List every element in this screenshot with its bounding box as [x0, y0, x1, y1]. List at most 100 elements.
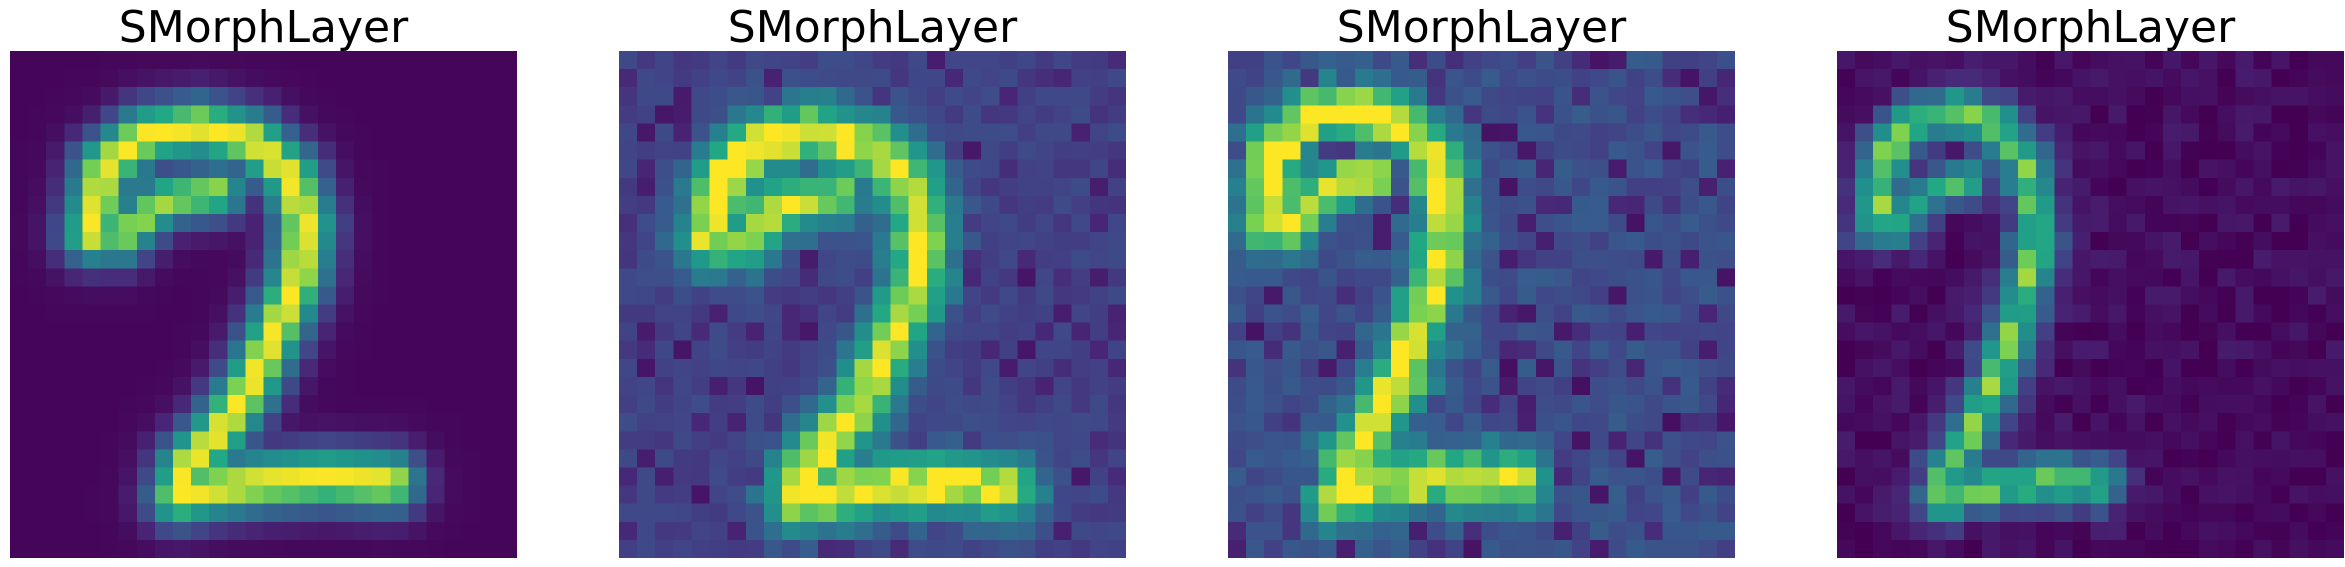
heatmap-cell	[1981, 286, 2001, 305]
heatmap-cell	[1517, 159, 1537, 179]
heatmap-cell	[1698, 69, 1718, 88]
heatmap-cell	[1999, 123, 2019, 142]
heatmap-cell	[480, 485, 500, 505]
heatmap-cell	[191, 376, 210, 396]
heatmap-cell	[781, 449, 801, 468]
heatmap-cell	[1873, 521, 1892, 541]
heatmap-cell	[2108, 105, 2128, 124]
heatmap-cell	[637, 195, 656, 215]
heatmap-cell	[1909, 358, 1928, 378]
heatmap-cell	[191, 123, 210, 142]
heatmap-cell	[1282, 413, 1301, 432]
heatmap-cell	[1535, 286, 1555, 305]
heatmap-cell	[709, 51, 729, 70]
heatmap-cell	[1035, 395, 1054, 414]
heatmap-cell	[2253, 304, 2272, 323]
heatmap-cell	[2271, 232, 2291, 251]
heatmap-cell	[2162, 485, 2182, 505]
heatmap-cell	[1107, 322, 1126, 342]
heatmap-cell	[890, 503, 910, 523]
heatmap-cell	[1891, 141, 1910, 161]
heatmap-cell	[1481, 340, 1500, 360]
heatmap-cell	[172, 539, 192, 558]
heatmap-cell	[619, 213, 638, 233]
heatmap-cell	[281, 340, 301, 360]
heatmap-cell	[637, 213, 656, 233]
heatmap-cell	[1282, 195, 1301, 215]
heatmap-cell	[1228, 376, 1247, 396]
heatmap-cell	[1300, 322, 1319, 342]
heatmap-cell	[480, 87, 500, 106]
heatmap-cell	[191, 250, 210, 269]
heatmap-cell	[2072, 195, 2091, 215]
heatmap-cell	[854, 395, 873, 414]
heatmap-cell	[444, 87, 464, 106]
heatmap-cell	[1107, 250, 1126, 269]
heatmap-cell	[2289, 521, 2309, 541]
heatmap-cell	[1644, 413, 1663, 432]
heatmap-cell	[727, 431, 747, 450]
heatmap-cell	[763, 413, 783, 432]
heatmap-cell	[444, 213, 464, 233]
heatmap-cell	[28, 376, 47, 396]
heatmap-cell	[1553, 141, 1573, 161]
heatmap-cell	[2036, 123, 2055, 142]
heatmap-cell	[118, 87, 138, 106]
heatmap-cell	[10, 395, 29, 414]
heatmap-cell	[172, 69, 192, 88]
heatmap-cell	[263, 268, 282, 287]
heatmap-cell	[2325, 322, 2344, 342]
heatmap-cell	[2217, 449, 2236, 468]
heatmap-cell	[999, 177, 1018, 197]
heatmap-cell	[691, 69, 710, 88]
heatmap-cell	[1855, 123, 1874, 142]
heatmap-cell	[1035, 177, 1054, 197]
heatmap-cell	[2108, 322, 2128, 342]
heatmap-cell	[1999, 376, 2019, 396]
heatmap-cell	[317, 467, 337, 486]
heatmap-cell	[1662, 87, 1682, 106]
heatmap-cell	[2235, 232, 2254, 251]
heatmap-cell	[2235, 195, 2254, 215]
heatmap-cell	[781, 69, 801, 88]
heatmap-cell	[963, 376, 982, 396]
heatmap-cell	[1698, 358, 1718, 378]
heatmap-cell	[2181, 413, 2200, 432]
heatmap-cell	[763, 521, 783, 541]
heatmap-cell	[227, 322, 246, 342]
heatmap-cell	[390, 503, 409, 523]
heatmap-cell	[408, 213, 427, 233]
heatmap-cell	[1927, 268, 1947, 287]
heatmap-cell	[1981, 105, 2001, 124]
heatmap-cell	[10, 51, 29, 70]
heatmap-cell	[1553, 69, 1573, 88]
heatmap-cell	[1246, 123, 1265, 142]
heatmap-cell	[1662, 413, 1682, 432]
heatmap-cell	[354, 395, 373, 414]
heatmap-cell	[1318, 376, 1338, 396]
heatmap-cell	[317, 521, 337, 541]
heatmap-cell	[1626, 232, 1645, 251]
heatmap-cell	[64, 195, 83, 215]
heatmap-cell	[299, 395, 319, 414]
heatmap-cell	[944, 340, 964, 360]
heatmap-cell	[727, 141, 747, 161]
heatmap-cell	[1463, 177, 1482, 197]
heatmap-cell	[1445, 449, 1464, 468]
heatmap-cell	[1680, 449, 1700, 468]
heatmap-cell	[1372, 286, 1392, 305]
heatmap-cell	[1716, 159, 1735, 179]
heatmap-cell	[1071, 395, 1091, 414]
heatmap-cell	[227, 213, 246, 233]
heatmap-cell	[2090, 213, 2109, 233]
heatmap-cell	[1228, 159, 1247, 179]
heatmap-cell	[354, 232, 373, 251]
heatmap-cell	[2325, 467, 2344, 486]
heatmap-cell	[1390, 340, 1410, 360]
heatmap-cell	[372, 268, 391, 287]
heatmap-cell	[1517, 521, 1537, 541]
heatmap-cell	[1228, 286, 1247, 305]
heatmap-cell	[1089, 521, 1109, 541]
heatmap-cell	[1909, 268, 1928, 287]
heatmap-cell	[1427, 69, 1446, 88]
